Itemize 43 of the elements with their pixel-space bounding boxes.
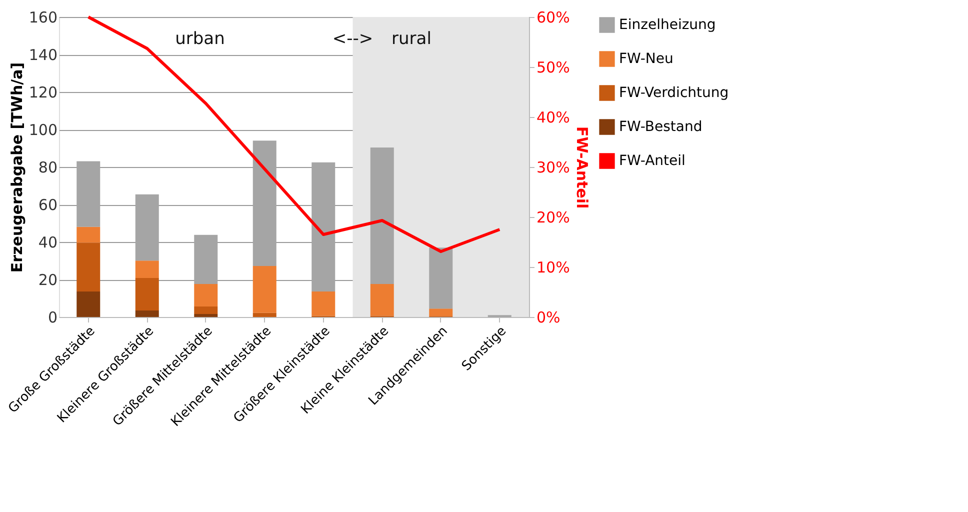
bar [252, 312, 276, 317]
y-tick-label: 100 [28, 121, 58, 139]
y-tick-label: 120 [28, 84, 58, 102]
y2-tick-label: 50% [536, 58, 570, 76]
y2-tick-label: 60% [536, 8, 570, 26]
y2-tick-label: 40% [536, 108, 570, 126]
y-tick-label: 160 [28, 8, 58, 26]
bar [312, 292, 336, 316]
annotation: <--> [332, 29, 374, 49]
bar [76, 242, 100, 292]
legend-label: FW-Verdichtung [619, 85, 729, 101]
y2-tick-label: 20% [536, 208, 570, 226]
bar [194, 314, 218, 317]
bar [252, 266, 276, 313]
y2-tick-label: 10% [536, 258, 570, 276]
y-tick-label: 0 [48, 308, 58, 326]
y-tick-label: 40 [38, 234, 58, 252]
y2-tick-label: 0% [536, 308, 560, 326]
bar [135, 278, 159, 310]
y-axis-title: Erzeugerabgabe [TWh/a] [8, 62, 26, 273]
bar [76, 226, 100, 243]
annotation: urban [175, 29, 225, 49]
bar [135, 310, 159, 317]
y2-axis-title: FW-Anteil [572, 126, 591, 209]
bar [370, 284, 394, 316]
bar [135, 260, 159, 278]
line-series [86, 16, 502, 253]
bar [429, 308, 453, 316]
y-tick-label: 140 [28, 46, 58, 64]
y-tick-label: 80 [38, 158, 58, 176]
legend-label: FW-Bestand [619, 119, 702, 135]
y-tick-label: 60 [38, 196, 58, 214]
y2-tick-label: 30% [536, 158, 570, 176]
annotation: rural [392, 29, 432, 49]
bar [194, 306, 218, 314]
legend-label: Einzelheizung [619, 17, 716, 33]
bar [429, 248, 453, 309]
y-tick-label: 20 [38, 271, 58, 289]
legend-label: FW-Neu [619, 51, 674, 67]
bar [370, 148, 394, 284]
bar [194, 284, 218, 306]
bar [76, 292, 100, 317]
legend-label: FW-Anteil [619, 153, 686, 169]
